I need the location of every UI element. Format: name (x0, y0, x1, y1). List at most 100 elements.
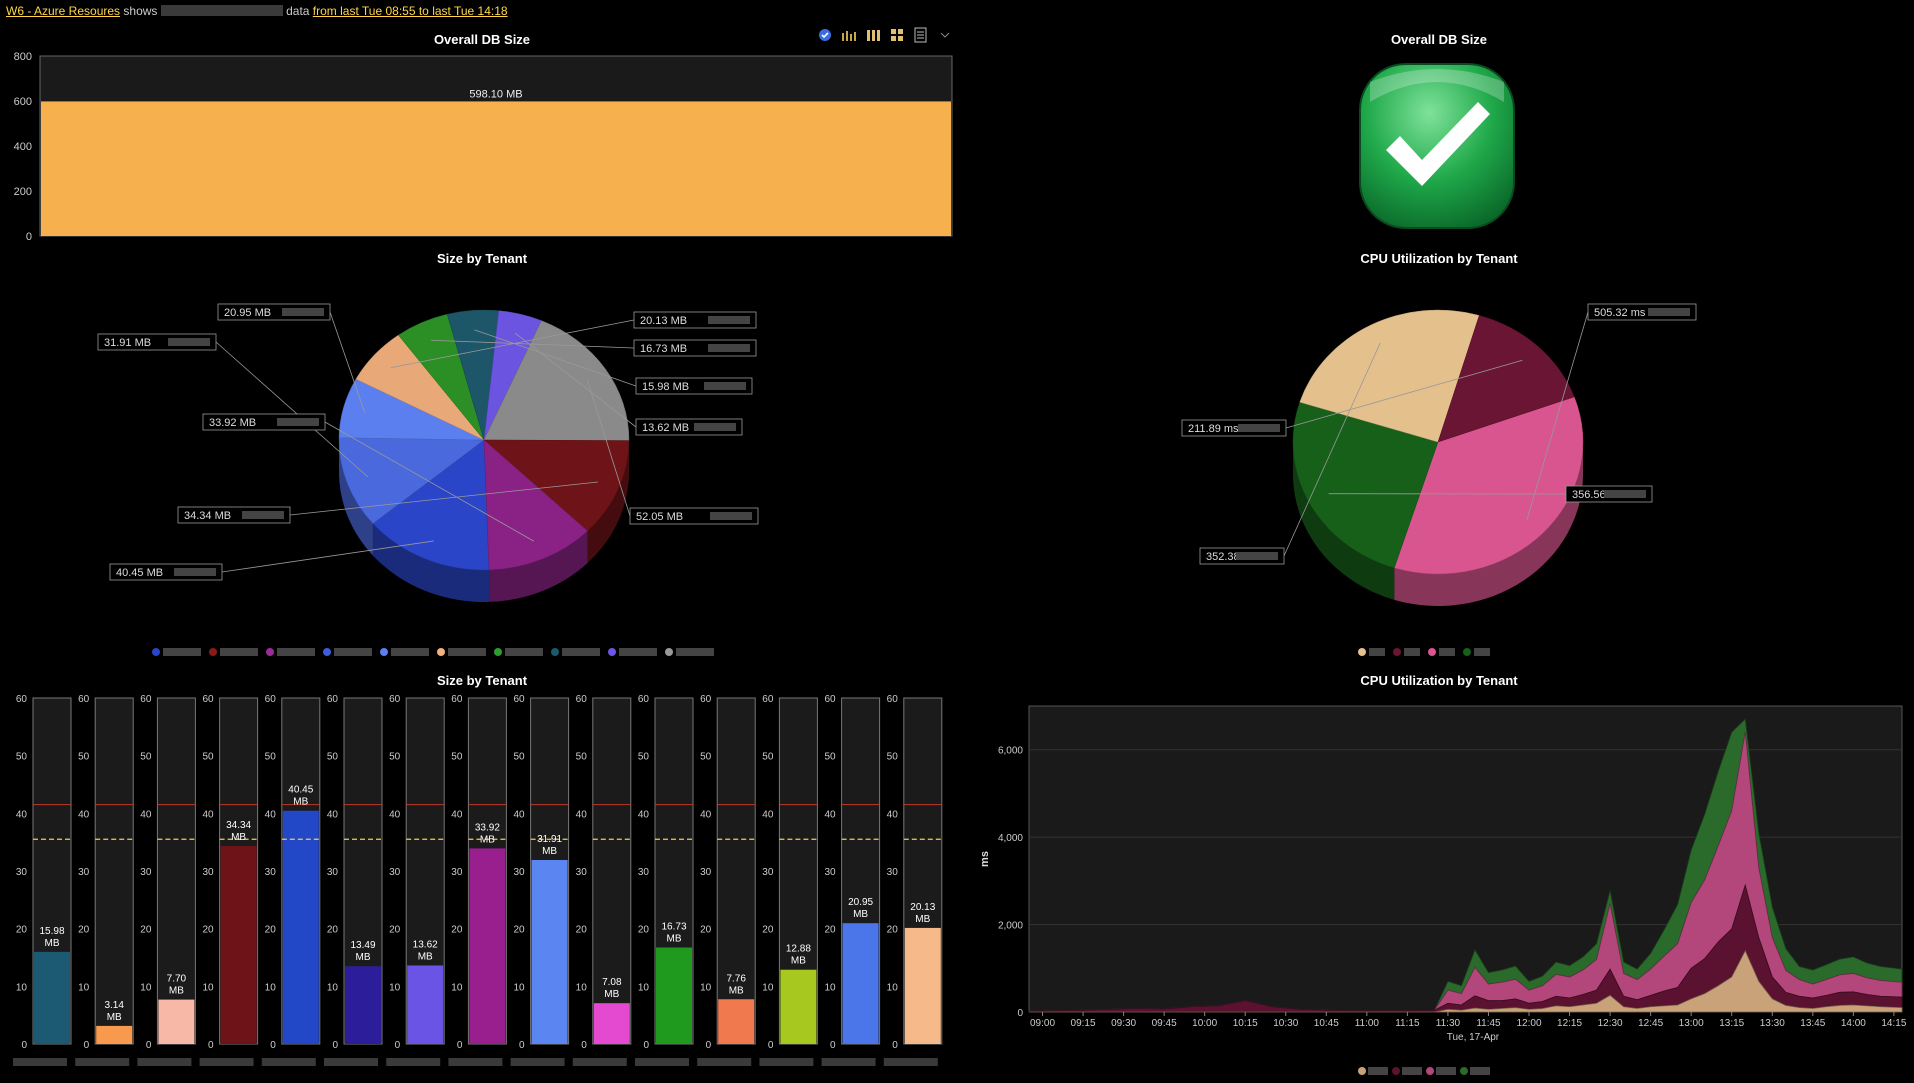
legend-item[interactable] (608, 648, 657, 656)
redacted-gauge-label (635, 1058, 689, 1066)
legend-item[interactable] (209, 648, 258, 656)
gauge-fill (407, 965, 444, 1044)
pie-slice[interactable] (1292, 401, 1439, 569)
legend-swatch (494, 648, 502, 656)
gauge-tick-label: 50 (78, 752, 90, 763)
pie-label-leader (324, 421, 534, 542)
redacted-tenant-name (282, 308, 324, 316)
area-series[interactable] (1029, 949, 1903, 1013)
gauge-tick-label: 20 (824, 925, 836, 936)
gauge-tick-label: 40 (389, 809, 401, 820)
pie-label-leader (431, 339, 635, 349)
gauge-unit-label: MB (231, 832, 246, 843)
legend-item[interactable] (494, 648, 543, 656)
redacted-gauge-label (137, 1058, 192, 1066)
pie-slice[interactable] (1299, 309, 1480, 443)
legend-item[interactable] (665, 648, 714, 656)
pie-slice-label: 31.91 MB (104, 337, 151, 349)
legend-item[interactable] (551, 648, 600, 656)
gauge-tick-label: 50 (389, 752, 401, 763)
pie-slice[interactable] (483, 439, 630, 532)
gauge-tick-label: 60 (887, 694, 899, 705)
legend-swatch (1463, 648, 1471, 656)
gauge-tick-label: 40 (887, 809, 899, 820)
gauge-tick-label: 30 (451, 867, 463, 878)
redacted-gauge-label (821, 1058, 876, 1066)
gauge-tick-label: 0 (84, 1040, 90, 1051)
gauge-fill (904, 927, 941, 1044)
gauge-tick-label: 20 (638, 925, 650, 936)
bar-chart-icon[interactable] (840, 27, 858, 43)
redacted-tenant-name (277, 418, 319, 426)
legend-item[interactable] (1358, 648, 1385, 656)
redacted-gauge-label (75, 1058, 130, 1066)
pie-slice-label: 20.95 MB (224, 307, 271, 319)
columns-icon[interactable] (864, 27, 882, 43)
gauge-tick-label: 50 (202, 752, 214, 763)
gauge-track (156, 697, 196, 1045)
gauge-value-label: 7.76 (726, 973, 746, 984)
pie-slice[interactable] (1393, 396, 1584, 575)
pie-slice[interactable] (1437, 315, 1575, 443)
x-tick-label: 12:15 (1557, 1018, 1582, 1029)
export-icon[interactable] (912, 27, 930, 43)
check-circle-icon[interactable] (816, 27, 834, 43)
redacted-legend-label (1474, 648, 1490, 656)
gauge-tick-label: 60 (576, 694, 588, 705)
grid-icon[interactable] (888, 27, 906, 43)
redacted-legend-label (562, 648, 600, 656)
redacted-tenant-name (1648, 308, 1690, 316)
legend-item[interactable] (323, 648, 372, 656)
redacted-gauge-label (883, 1058, 938, 1066)
gauge-tick-label: 40 (265, 809, 277, 820)
pie-slice[interactable] (338, 437, 485, 524)
redacted-legend-label (1369, 648, 1385, 656)
gauge-tick-label: 10 (700, 982, 712, 993)
gauge-tick-label: 30 (78, 867, 90, 878)
legend-item[interactable] (437, 648, 486, 656)
legend-item[interactable] (1463, 648, 1490, 656)
gauge-tick-label: 40 (140, 809, 152, 820)
legend-item[interactable] (152, 648, 201, 656)
pie-slice[interactable] (483, 439, 588, 571)
y-tick-label: 800 (14, 51, 32, 63)
gauge-tick-label: 30 (576, 867, 588, 878)
pie-slice-label: 52.05 MB (636, 511, 683, 523)
gauge-tick-label: 50 (700, 752, 712, 763)
gauge-tick-label: 60 (202, 694, 214, 705)
legend-item[interactable] (266, 648, 315, 656)
gauge-tick-label: 50 (513, 752, 525, 763)
x-tick-label: 09:30 (1111, 1018, 1136, 1029)
gauge-tick-label: 20 (576, 925, 588, 936)
legend-item[interactable] (380, 648, 429, 656)
legend-swatch (1392, 1067, 1400, 1075)
gauge-tick-label: 60 (513, 694, 525, 705)
pie-slice-label: 34.34 MB (184, 510, 231, 522)
gauge-fill (345, 966, 381, 1044)
x-tick-label: 09:00 (1030, 1018, 1055, 1029)
legend-swatch (380, 648, 388, 656)
redacted-legend-label (1404, 648, 1420, 656)
gauge-tick-label: 30 (700, 867, 712, 878)
cpu-pie-title: CPU Utilization by Tenant (1360, 251, 1518, 266)
size-by-tenant-pie-title: Size by Tenant (436, 251, 528, 266)
pie-slice-label: 16.73 MB (640, 343, 687, 355)
dashboard-link[interactable]: W6 - Azure Resoures (6, 4, 121, 18)
gauge-tick-label: 10 (327, 982, 339, 993)
y-tick-label: 200 (14, 186, 32, 198)
redacted-tenant-name (704, 382, 746, 390)
pie-slice[interactable] (483, 320, 630, 441)
gauge-tick-label: 60 (762, 694, 774, 705)
x-tick-label: 09:15 (1071, 1018, 1096, 1029)
chevron-down-icon[interactable] (936, 27, 954, 43)
time-range-link[interactable]: from last Tue 08:55 to last Tue 14:18 (312, 4, 508, 18)
pie-slice-side (372, 523, 490, 602)
x-tick-label: 14:00 (1841, 1018, 1866, 1029)
redacted-gauge-label (448, 1058, 503, 1066)
legend-item[interactable] (1428, 648, 1455, 656)
pie-slice[interactable] (372, 439, 490, 571)
gauge-tick-label: 0 (457, 1040, 463, 1051)
redacted-tenant-name (242, 511, 284, 519)
legend-item[interactable] (1393, 648, 1420, 656)
